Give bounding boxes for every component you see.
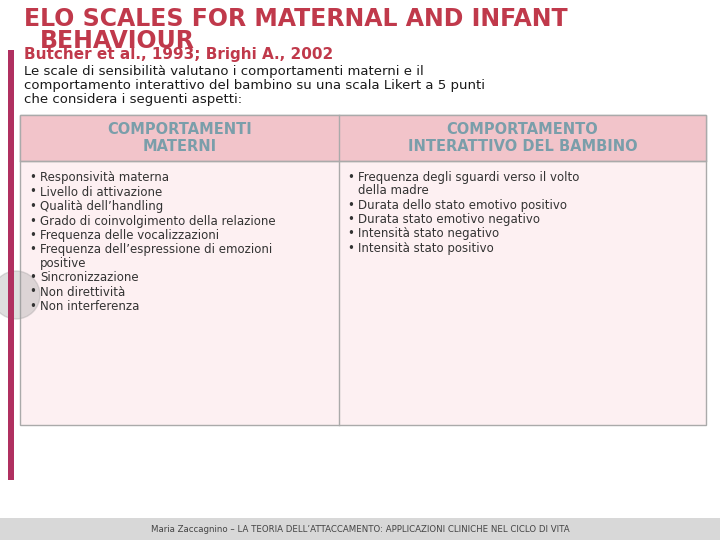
Text: •: • (29, 229, 36, 242)
Text: Grado di coinvolgimento della relazione: Grado di coinvolgimento della relazione (40, 214, 276, 227)
Text: Frequenza degli sguardi verso il volto: Frequenza degli sguardi verso il volto (358, 171, 580, 184)
Text: positive: positive (40, 256, 86, 269)
Text: •: • (29, 186, 36, 199)
FancyBboxPatch shape (0, 518, 720, 540)
Text: COMPORTAMENTI
MATERNI: COMPORTAMENTI MATERNI (107, 122, 252, 154)
Text: Livello di attivazione: Livello di attivazione (40, 186, 162, 199)
Text: BEHAVIOUR: BEHAVIOUR (40, 29, 195, 53)
Text: •: • (29, 300, 36, 313)
Text: Frequenza delle vocalizzazioni: Frequenza delle vocalizzazioni (40, 229, 219, 242)
Text: •: • (29, 244, 36, 256)
Text: che considera i seguenti aspetti:: che considera i seguenti aspetti: (24, 93, 242, 106)
FancyBboxPatch shape (20, 115, 706, 425)
Text: Responsività materna: Responsività materna (40, 171, 169, 184)
Text: •: • (29, 214, 36, 227)
Text: Intensità stato negativo: Intensità stato negativo (358, 227, 499, 240)
Text: •: • (347, 242, 354, 255)
Circle shape (0, 271, 40, 319)
Text: •: • (347, 213, 354, 226)
Text: Intensità stato positivo: Intensità stato positivo (358, 242, 494, 255)
Text: Maria Zaccagnino – LA TEORIA DELL’ATTACCAMENTO: APPLICAZIONI CLINICHE NEL CICLO : Maria Zaccagnino – LA TEORIA DELL’ATTACC… (150, 524, 570, 534)
Text: comportamento interattivo del bambino su una scala Likert a 5 punti: comportamento interattivo del bambino su… (24, 79, 485, 92)
Text: Frequenza dell’espressione di emozioni: Frequenza dell’espressione di emozioni (40, 244, 272, 256)
Text: •: • (29, 271, 36, 284)
FancyBboxPatch shape (8, 50, 14, 480)
Text: •: • (347, 199, 354, 212)
Text: Butcher et al., 1993; Brighi A., 2002: Butcher et al., 1993; Brighi A., 2002 (24, 47, 333, 62)
Text: ELO SCALES FOR MATERNAL AND INFANT: ELO SCALES FOR MATERNAL AND INFANT (24, 7, 567, 31)
FancyBboxPatch shape (20, 115, 706, 161)
Text: Non direttività: Non direttività (40, 286, 125, 299)
Text: •: • (29, 200, 36, 213)
Text: Sincronizzazione: Sincronizzazione (40, 271, 139, 284)
Text: Durata dello stato emotivo positivo: Durata dello stato emotivo positivo (358, 199, 567, 212)
Text: •: • (29, 171, 36, 184)
Text: •: • (347, 171, 354, 184)
Text: della madre: della madre (358, 184, 428, 197)
Text: Non interferenza: Non interferenza (40, 300, 140, 313)
Text: Durata stato emotivo negativo: Durata stato emotivo negativo (358, 213, 540, 226)
Text: Qualità dell’handling: Qualità dell’handling (40, 200, 163, 213)
Text: COMPORTAMENTO
INTERATTIVO DEL BAMBINO: COMPORTAMENTO INTERATTIVO DEL BAMBINO (408, 122, 637, 154)
Text: Le scale di sensibilità valutano i comportamenti materni e il: Le scale di sensibilità valutano i compo… (24, 65, 424, 78)
Text: •: • (29, 286, 36, 299)
Text: •: • (347, 227, 354, 240)
